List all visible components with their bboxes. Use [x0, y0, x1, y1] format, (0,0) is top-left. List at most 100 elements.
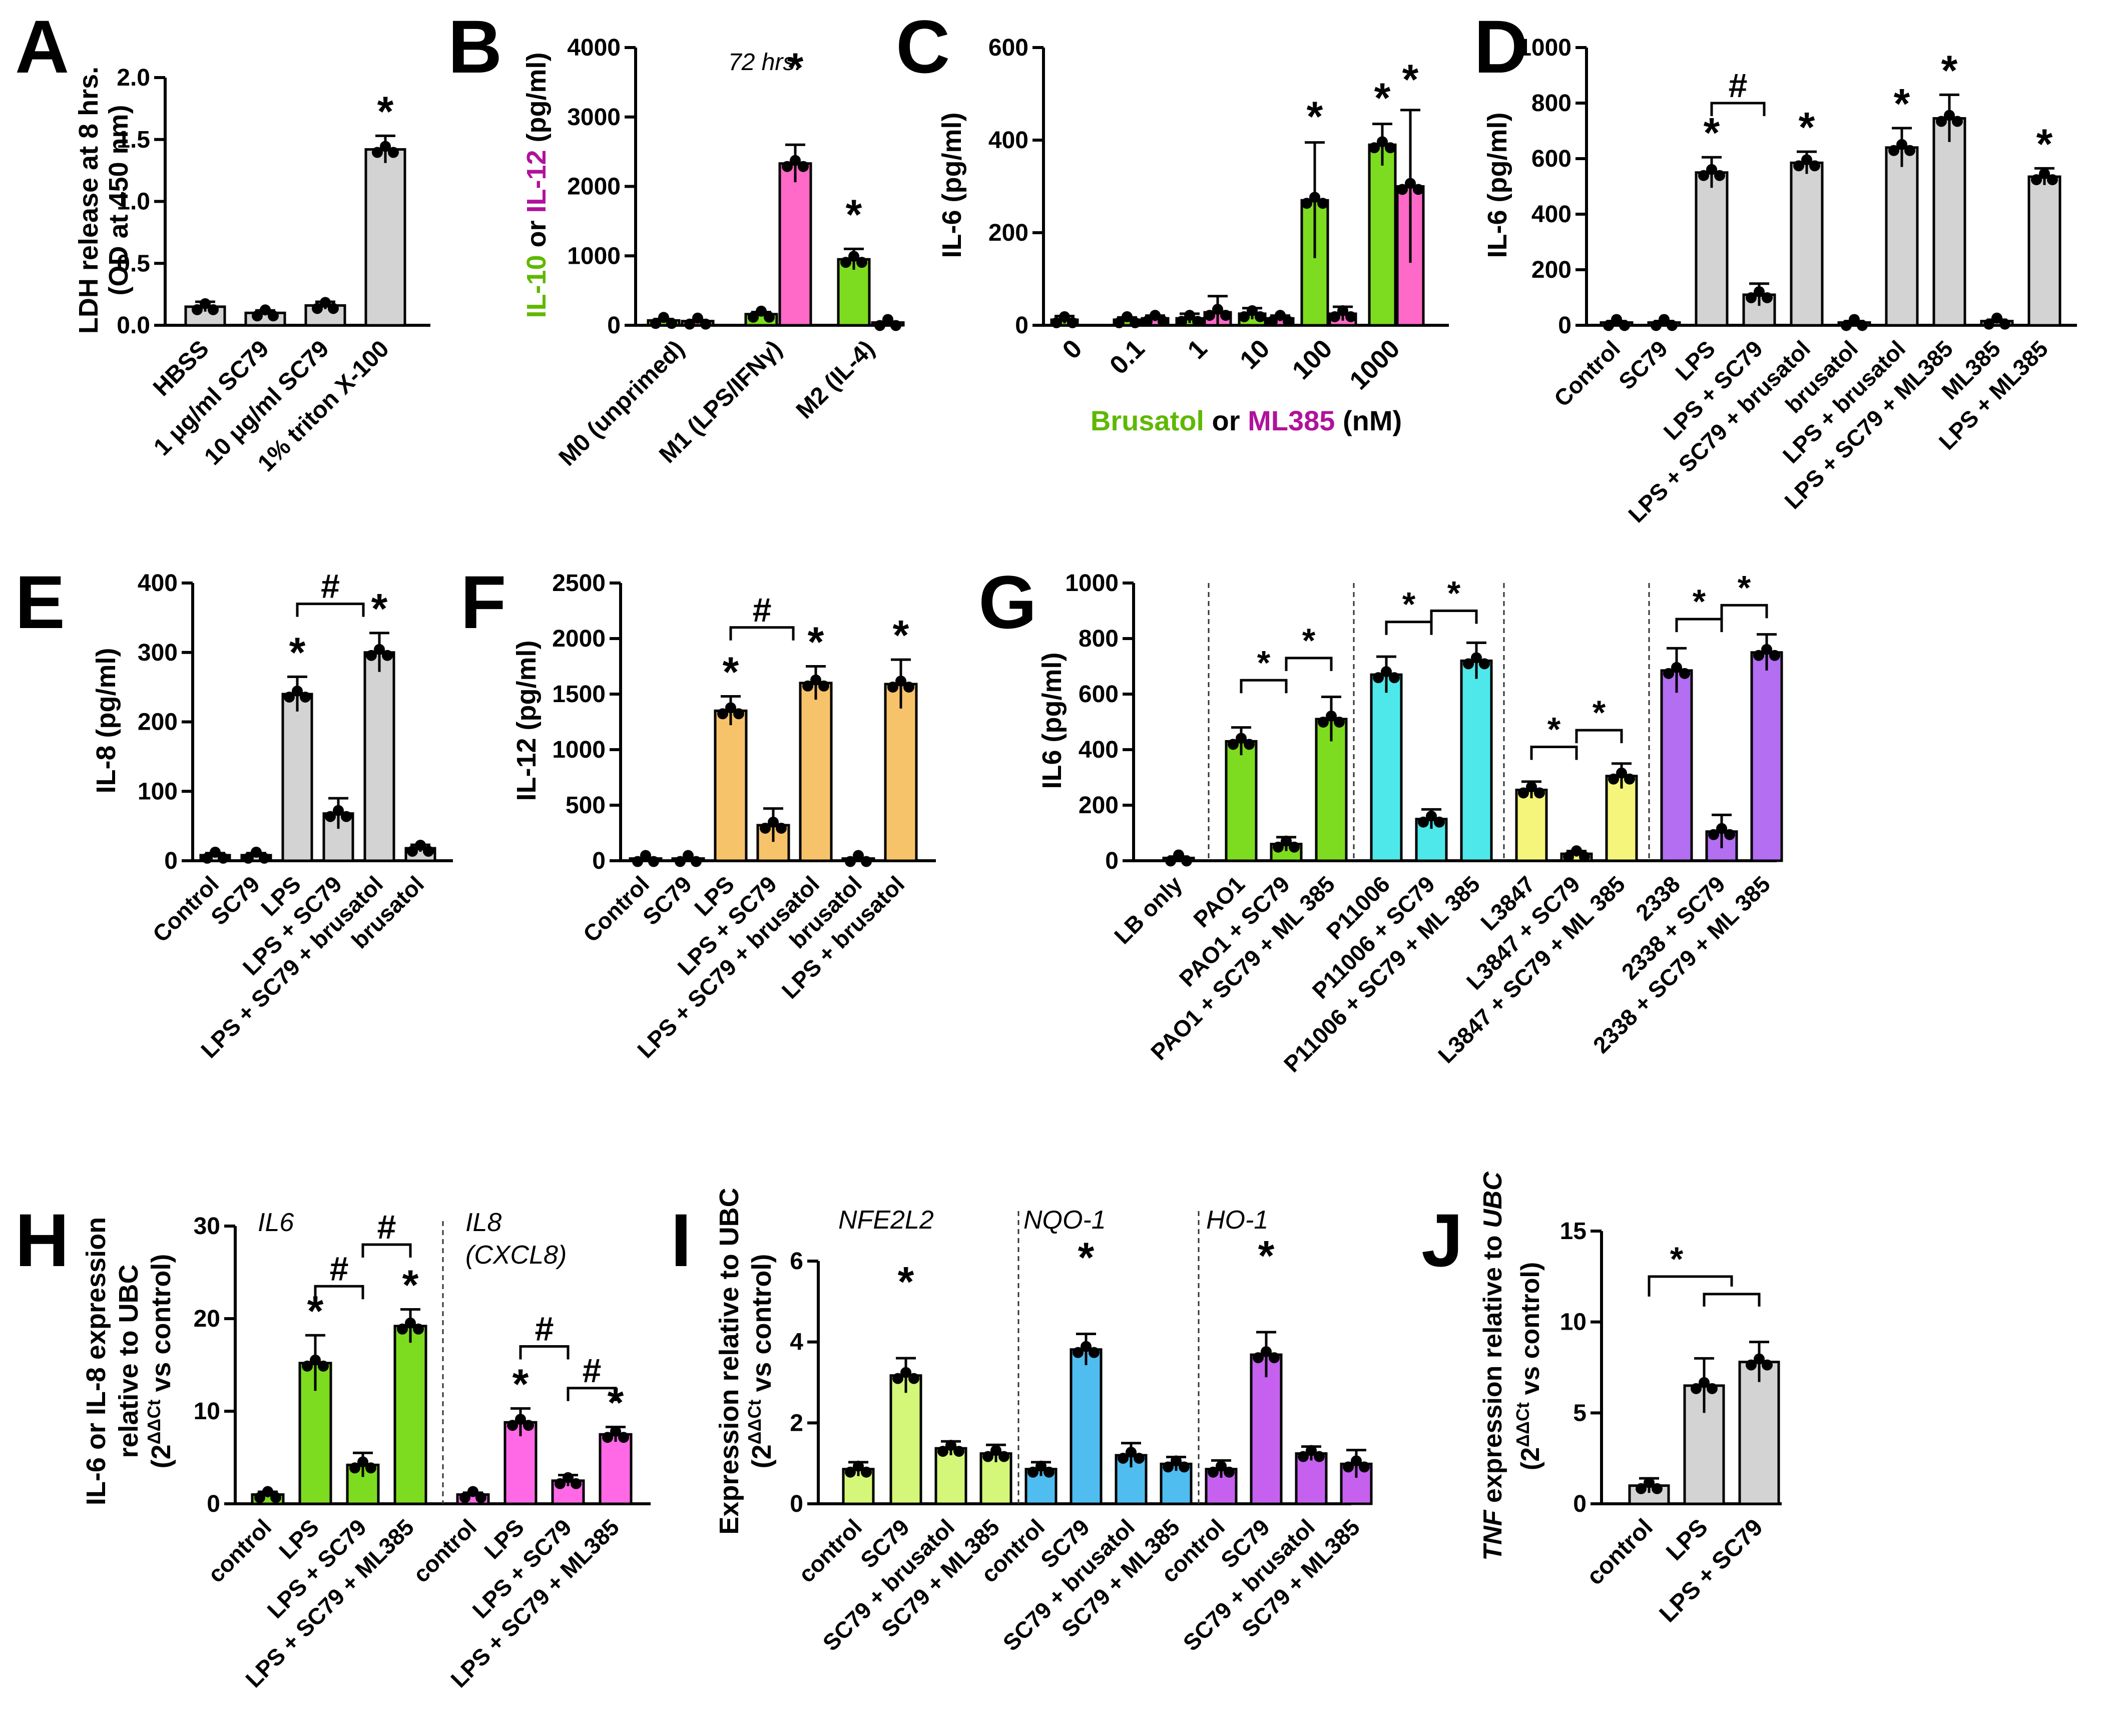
data-point: [1659, 314, 1670, 325]
data-point: [243, 852, 254, 864]
data-point: [782, 161, 793, 172]
y-axis-label-part: UBC: [1478, 1171, 1507, 1228]
x-tick-label-group: SC79: [638, 871, 697, 930]
data-point: [818, 680, 829, 692]
data-point: [413, 1323, 424, 1335]
y-tick-label: 200: [138, 709, 178, 736]
data-point: [700, 318, 711, 330]
bracket-label: *: [1593, 694, 1606, 732]
data-point: [328, 303, 339, 314]
data-point: [372, 147, 383, 158]
significance-star: *: [1402, 56, 1419, 103]
y-tick-label: 1.5: [117, 127, 150, 153]
data-point: [374, 644, 385, 655]
y-axis-label-group: (2ΔΔCt vs control): [744, 1254, 777, 1469]
data-point: [1081, 1341, 1092, 1352]
data-point: [405, 1317, 416, 1329]
data-point: [252, 310, 263, 322]
data-point: [937, 1446, 948, 1457]
data-point: [1857, 320, 1868, 331]
data-point: [1389, 672, 1400, 684]
data-point: [683, 850, 694, 861]
data-point: [733, 708, 744, 720]
y-axis-label-part: (2: [1516, 1447, 1545, 1470]
y-tick-label: 0: [592, 848, 606, 874]
group-label: NFE2L2: [838, 1206, 934, 1235]
data-point: [1706, 164, 1717, 175]
data-point: [1184, 310, 1195, 321]
y-tick-label: 2500: [552, 570, 606, 597]
y-tick-label: 1000: [567, 243, 621, 269]
data-point: [1616, 767, 1627, 779]
data-point: [1983, 318, 1994, 330]
y-tick-label: 20: [194, 1306, 220, 1332]
x-tick-label: 1000: [1344, 334, 1406, 395]
bar: [1460, 659, 1493, 862]
data-point: [982, 1451, 993, 1462]
x-axis-label-part: Brusatol: [1091, 405, 1204, 436]
data-point: [1204, 310, 1215, 321]
x-tick-label-group: LB only: [1109, 871, 1187, 949]
significance-star: *: [898, 1258, 914, 1305]
bracket-label: *: [1547, 710, 1561, 748]
significance-star: *: [289, 629, 306, 676]
group-label: NQO-1: [1023, 1206, 1106, 1235]
data-point: [1173, 849, 1184, 861]
bar: [889, 1374, 922, 1505]
data-point: [840, 257, 851, 268]
data-point: [1952, 116, 1963, 127]
data-point: [658, 312, 669, 323]
data-point: [1809, 160, 1820, 172]
bar: [2027, 175, 2061, 327]
y-axis-label: IL-12 (pg/ml): [511, 641, 542, 801]
group-label: IL6: [258, 1208, 294, 1237]
y-axis-label-group: IL-8 (pg/ml): [91, 648, 121, 794]
data-point: [341, 811, 352, 822]
y-axis-label-group: IL-6 (pg/ml): [1482, 113, 1512, 258]
bar: [1225, 740, 1258, 862]
bar: [1885, 146, 1919, 327]
x-tick-label: M2 (IL-4): [791, 335, 880, 424]
y-tick-label: 0.0: [117, 312, 150, 339]
significance-star: *: [371, 585, 388, 632]
group-label: (CXCL8): [465, 1241, 567, 1270]
data-point: [1579, 851, 1590, 863]
data-point: [903, 682, 914, 693]
data-point: [1130, 317, 1141, 328]
data-point: [1801, 154, 1812, 166]
bar: [363, 651, 395, 862]
data-point: [388, 147, 399, 158]
data-point: [756, 305, 767, 317]
data-point: [1405, 178, 1416, 189]
y-tick-label: 600: [988, 35, 1028, 61]
data-point: [1281, 835, 1292, 847]
y-axis-label-part: ΔΔCt: [1512, 1402, 1533, 1447]
y-tick-label: 2000: [567, 174, 621, 200]
data-point: [1724, 829, 1735, 840]
data-point: [2039, 168, 2050, 180]
data-point: [845, 1466, 856, 1478]
data-point: [1526, 781, 1537, 793]
significance-star: *: [1374, 75, 1391, 122]
y-axis-label: (OD at 450 nm): [104, 105, 134, 295]
bar: [599, 1433, 633, 1505]
data-point: [1158, 316, 1169, 327]
data-point: [1434, 816, 1445, 828]
significance-bracket: [296, 603, 365, 617]
x-tick-label: 0.1: [1104, 334, 1150, 380]
y-axis-label-part: vs control): [747, 1254, 777, 1400]
data-point: [1904, 145, 1915, 156]
data-point: [357, 1456, 368, 1468]
data-point: [725, 702, 736, 714]
bar: [1295, 1452, 1328, 1505]
y-axis-label-part: or: [521, 213, 552, 255]
y-axis-label-group: IL-6 or IL-8 expression: [81, 1217, 111, 1505]
x-tick-label: control: [793, 1514, 867, 1587]
data-point: [648, 856, 659, 867]
data-point: [1991, 312, 2002, 324]
data-point: [1351, 1455, 1362, 1467]
data-point: [1699, 1377, 1710, 1388]
bracket-label: *: [1738, 568, 1751, 607]
y-axis-label: TNF expression relative to UBC: [1478, 1171, 1507, 1561]
data-point: [610, 1426, 621, 1437]
